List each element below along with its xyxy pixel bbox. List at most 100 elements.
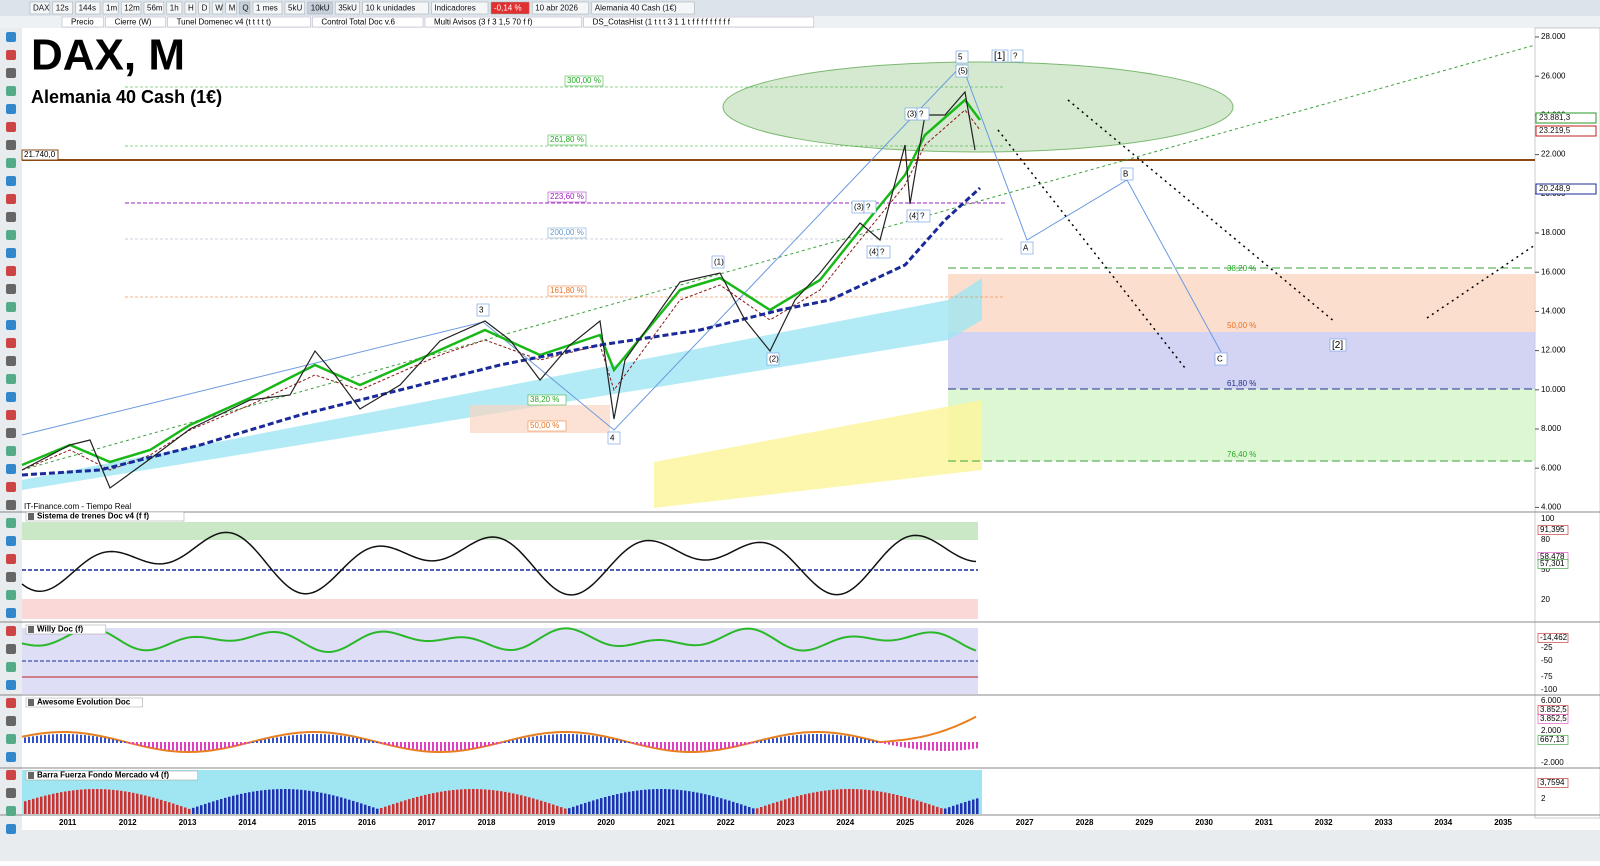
tool-icon[interactable] — [6, 32, 16, 42]
toolbar-label[interactable]: 12m — [124, 4, 140, 13]
toolbar-label[interactable]: H — [188, 4, 194, 13]
toolbar-button[interactable] — [166, 1, 183, 15]
toolbar-button[interactable] — [52, 1, 73, 15]
tool-icon[interactable] — [6, 518, 16, 528]
tool-icon[interactable] — [6, 788, 16, 798]
toolbar-label[interactable]: D — [202, 4, 208, 13]
panel-close[interactable] — [28, 626, 34, 633]
tool-icon[interactable] — [6, 662, 16, 672]
tool-icon[interactable] — [6, 374, 16, 384]
toolbar-button[interactable] — [239, 1, 251, 15]
toolbar-label[interactable]: M — [229, 4, 236, 13]
toolbar-button[interactable] — [252, 1, 283, 15]
toolbar-label[interactable]: Indicadores — [434, 4, 475, 13]
toolbar-button[interactable] — [102, 1, 119, 15]
toolbar-button[interactable] — [334, 1, 360, 15]
tool-icon[interactable] — [6, 734, 16, 744]
toolbar-label[interactable]: DAX — [33, 4, 50, 13]
indicator-tab[interactable] — [167, 16, 311, 28]
tool-icon[interactable] — [6, 284, 16, 294]
indicator-tab-label[interactable]: Control Total Doc v.6 — [321, 18, 395, 27]
toolbar-button[interactable] — [591, 1, 695, 15]
tool-icon[interactable] — [6, 644, 16, 654]
tool-icon[interactable] — [6, 590, 16, 600]
tool-icon[interactable] — [6, 50, 16, 60]
toolbar-label[interactable]: 10 k unidades — [366, 4, 416, 13]
tool-icon[interactable] — [6, 104, 16, 114]
tool-icon[interactable] — [6, 68, 16, 78]
toolbar-button[interactable] — [184, 1, 196, 15]
toolbar-button[interactable] — [198, 1, 210, 15]
toolbar-label[interactable]: 1m — [106, 4, 117, 13]
indicator-tab[interactable] — [61, 16, 104, 28]
toolbar-label[interactable]: 5kU — [288, 4, 302, 13]
toolbar-label[interactable]: 10kU — [311, 4, 330, 13]
tool-icon[interactable] — [6, 608, 16, 618]
toolbar-button[interactable] — [120, 1, 142, 15]
toolbar-label[interactable]: W — [215, 4, 223, 13]
tool-icon[interactable] — [6, 158, 16, 168]
tool-icon[interactable] — [6, 500, 16, 510]
tool-icon[interactable] — [6, 770, 16, 780]
toolbar-button[interactable] — [531, 1, 590, 15]
tool-icon[interactable] — [6, 680, 16, 690]
tool-icon[interactable] — [6, 194, 16, 204]
tool-icon[interactable] — [6, 626, 16, 636]
indicator-tab[interactable] — [583, 16, 815, 28]
toolbar-label[interactable]: 1h — [170, 4, 179, 13]
tool-icon[interactable] — [6, 824, 16, 834]
tool-icon[interactable] — [6, 356, 16, 366]
toolbar-button[interactable] — [490, 1, 530, 15]
toolbar-label[interactable]: 1 mes — [256, 4, 278, 13]
indicator-tab-label[interactable]: DS_CotasHist (1 t t t 3 1 1 t f f f f f … — [593, 18, 731, 27]
toolbar-button[interactable] — [307, 1, 333, 15]
panel-close[interactable] — [28, 772, 34, 779]
toolbar-label[interactable]: Alemania 40 Cash (1€) — [595, 4, 677, 13]
indicator-tab-label[interactable]: Multi Avisos (3 f 3 1,5 70 f f) — [434, 18, 533, 27]
toolbar-label[interactable]: 144s — [79, 4, 96, 13]
toolbar-label[interactable]: Q — [242, 4, 248, 13]
tool-icon[interactable] — [6, 716, 16, 726]
panel-close[interactable] — [28, 699, 34, 706]
tool-icon[interactable] — [6, 212, 16, 222]
tool-icon[interactable] — [6, 554, 16, 564]
tool-icon[interactable] — [6, 338, 16, 348]
tool-icon[interactable] — [6, 266, 16, 276]
tool-icon[interactable] — [6, 176, 16, 186]
toolbar-label[interactable]: 10 abr 2026 — [535, 4, 578, 13]
toolbar-button[interactable] — [362, 1, 429, 15]
tool-icon[interactable] — [6, 482, 16, 492]
tool-icon[interactable] — [6, 248, 16, 258]
toolbar-button[interactable] — [211, 1, 224, 15]
indicator-tab[interactable] — [424, 16, 582, 28]
indicator-tab[interactable] — [105, 16, 166, 28]
indicator-tab[interactable] — [312, 16, 424, 28]
tool-icon[interactable] — [6, 536, 16, 546]
tool-icon[interactable] — [6, 392, 16, 402]
tool-icon[interactable] — [6, 86, 16, 96]
tool-icon[interactable] — [6, 446, 16, 456]
toolbar-button[interactable] — [284, 1, 306, 15]
panel-close[interactable] — [28, 513, 34, 520]
toolbar-button[interactable] — [29, 1, 51, 15]
indicator-tab-label[interactable]: Precio — [71, 18, 94, 27]
tool-icon[interactable] — [6, 572, 16, 582]
toolbar-button[interactable] — [75, 1, 101, 15]
tool-icon[interactable] — [6, 302, 16, 312]
tool-icon[interactable] — [6, 230, 16, 240]
tool-icon[interactable] — [6, 428, 16, 438]
tool-icon[interactable] — [6, 806, 16, 816]
tool-icon[interactable] — [6, 464, 16, 474]
tool-icon[interactable] — [6, 320, 16, 330]
toolbar-button[interactable] — [431, 1, 489, 15]
toolbar-label[interactable]: -0,14 % — [494, 4, 522, 13]
tool-icon[interactable] — [6, 122, 16, 132]
tool-icon[interactable] — [6, 752, 16, 762]
toolbar-button[interactable] — [225, 1, 237, 15]
toolbar-label[interactable]: 35kU — [338, 4, 357, 13]
toolbar-button[interactable] — [143, 1, 165, 15]
indicator-tab-label[interactable]: Tunel Domenec v4 (t t t t t) — [177, 18, 272, 27]
tool-icon[interactable] — [6, 698, 16, 708]
tool-icon[interactable] — [6, 410, 16, 420]
toolbar-label[interactable]: 12s — [56, 4, 69, 13]
